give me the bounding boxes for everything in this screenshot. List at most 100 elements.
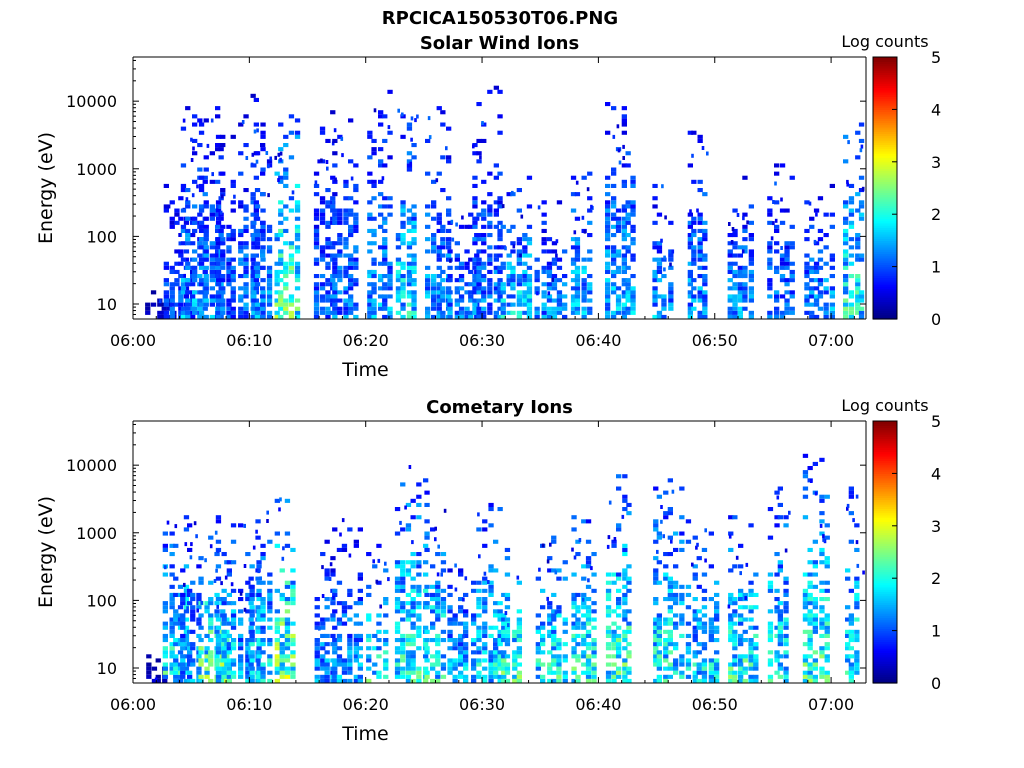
spectrogram-cell <box>732 233 738 238</box>
spectrogram-cell <box>215 568 218 573</box>
spectrogram-cell <box>848 633 854 638</box>
spectrogram-cell <box>504 629 511 634</box>
spectrogram-cell <box>535 629 541 634</box>
spectrogram-cell <box>395 233 402 238</box>
spectrogram-cell <box>714 601 720 606</box>
colorbar-segment <box>873 658 897 662</box>
spectrogram-cell <box>784 261 790 266</box>
spectrogram-cell <box>192 274 198 279</box>
spectrogram-cell <box>854 650 860 655</box>
spectrogram-cell <box>468 282 474 287</box>
spectrogram-cell <box>254 204 261 209</box>
spectrogram-cell <box>447 633 453 638</box>
colorbar-segment <box>873 545 897 549</box>
spectrogram-cell <box>571 638 577 643</box>
spectrogram-cell <box>284 670 291 675</box>
spectrogram-cell <box>394 588 401 593</box>
spectrogram-cell <box>777 621 783 626</box>
spectrogram-cell <box>400 314 406 319</box>
spectrogram-cell <box>215 670 222 675</box>
spectrogram-cell <box>854 601 860 606</box>
colorbar-segment <box>873 595 897 599</box>
spectrogram-cell <box>812 560 818 565</box>
spectrogram-cell <box>702 314 708 319</box>
spectrogram-cell <box>547 666 553 671</box>
spectrogram-cell <box>809 314 815 319</box>
spectrogram-cell <box>169 646 175 651</box>
spectrogram-cell <box>854 617 860 622</box>
spectrogram-cell <box>394 662 401 667</box>
spectrogram-cell <box>383 666 389 671</box>
spectrogram-cell <box>248 662 254 667</box>
spectrogram-cell <box>394 576 401 581</box>
spectrogram-cell <box>468 310 474 315</box>
spectrogram-cell <box>332 253 338 258</box>
spectrogram-cell <box>854 597 860 602</box>
spectrogram-cell <box>667 605 673 610</box>
spectrogram-cell <box>254 245 261 250</box>
spectrogram-cell <box>180 592 186 597</box>
spectrogram-cell <box>526 302 533 307</box>
spectrogram-cell <box>248 576 254 581</box>
spectrogram-cell <box>687 130 693 135</box>
spectrogram-cell <box>243 294 249 299</box>
spectrogram-cell <box>169 294 175 299</box>
spectrogram-cell <box>383 650 389 655</box>
spectrogram-cell <box>376 670 382 675</box>
spectrogram-cell <box>471 642 477 647</box>
spectrogram-cell <box>198 650 204 655</box>
spectrogram-cell <box>626 588 632 593</box>
spectrogram-cell <box>332 609 338 614</box>
spectrogram-cell <box>251 152 255 157</box>
spectrogram-cell <box>226 261 232 266</box>
spectrogram-cell <box>332 662 338 667</box>
spectrogram-cell <box>581 310 587 315</box>
spectrogram-cell <box>738 678 744 683</box>
spectrogram-cell <box>774 298 780 303</box>
spectrogram-cell <box>278 179 284 184</box>
colorbar-segment <box>873 214 897 217</box>
x-tick-label: 06:20 <box>343 695 389 714</box>
spectrogram-cell <box>238 621 244 626</box>
colorbar-segment <box>873 676 897 680</box>
spectrogram-cell <box>812 584 818 589</box>
spectrogram-cell <box>516 290 522 295</box>
spectrogram-cell <box>732 597 738 602</box>
spectrogram-cell <box>804 294 810 299</box>
spectrogram-cell <box>203 274 209 279</box>
spectrogram-cell <box>226 274 232 279</box>
spectrogram-cell <box>605 183 611 188</box>
spectrogram-cell <box>353 621 359 626</box>
colorbar-segment <box>873 264 897 268</box>
spectrogram-cell <box>294 310 301 315</box>
spectrogram-cell <box>411 269 417 274</box>
spectrogram-cell <box>605 613 612 618</box>
colorbar-segment <box>873 458 897 461</box>
spectrogram-cell <box>230 208 236 213</box>
spectrogram-cell <box>330 245 336 250</box>
spectrogram-cell <box>431 179 437 184</box>
spectrogram-cell <box>256 597 262 602</box>
spectrogram-cell <box>472 175 478 180</box>
spectrogram-cell <box>332 658 338 663</box>
spectrogram-cell <box>656 314 663 319</box>
spectrogram-cell <box>843 286 849 291</box>
spectrogram-cell <box>656 265 663 270</box>
spectrogram-cell <box>440 568 447 573</box>
spectrogram-cell <box>209 544 213 549</box>
spectrogram-cell <box>809 257 815 262</box>
spectrogram-cell <box>367 155 373 160</box>
spectrogram-cell <box>425 306 431 311</box>
spectrogram-cell <box>288 269 295 274</box>
spectrogram-cell <box>279 568 285 573</box>
colorbar-segment <box>873 543 897 547</box>
spectrogram-cell <box>394 625 401 630</box>
spectrogram-cell <box>400 237 406 242</box>
spectrogram-cell <box>238 674 244 679</box>
spectrogram-cell <box>605 646 612 651</box>
spectrogram-cell <box>622 576 628 581</box>
spectrogram-cell <box>190 233 196 238</box>
spectrogram-cell <box>611 539 617 544</box>
spectrogram-cell <box>284 531 291 536</box>
spectrogram-cell <box>804 302 810 307</box>
